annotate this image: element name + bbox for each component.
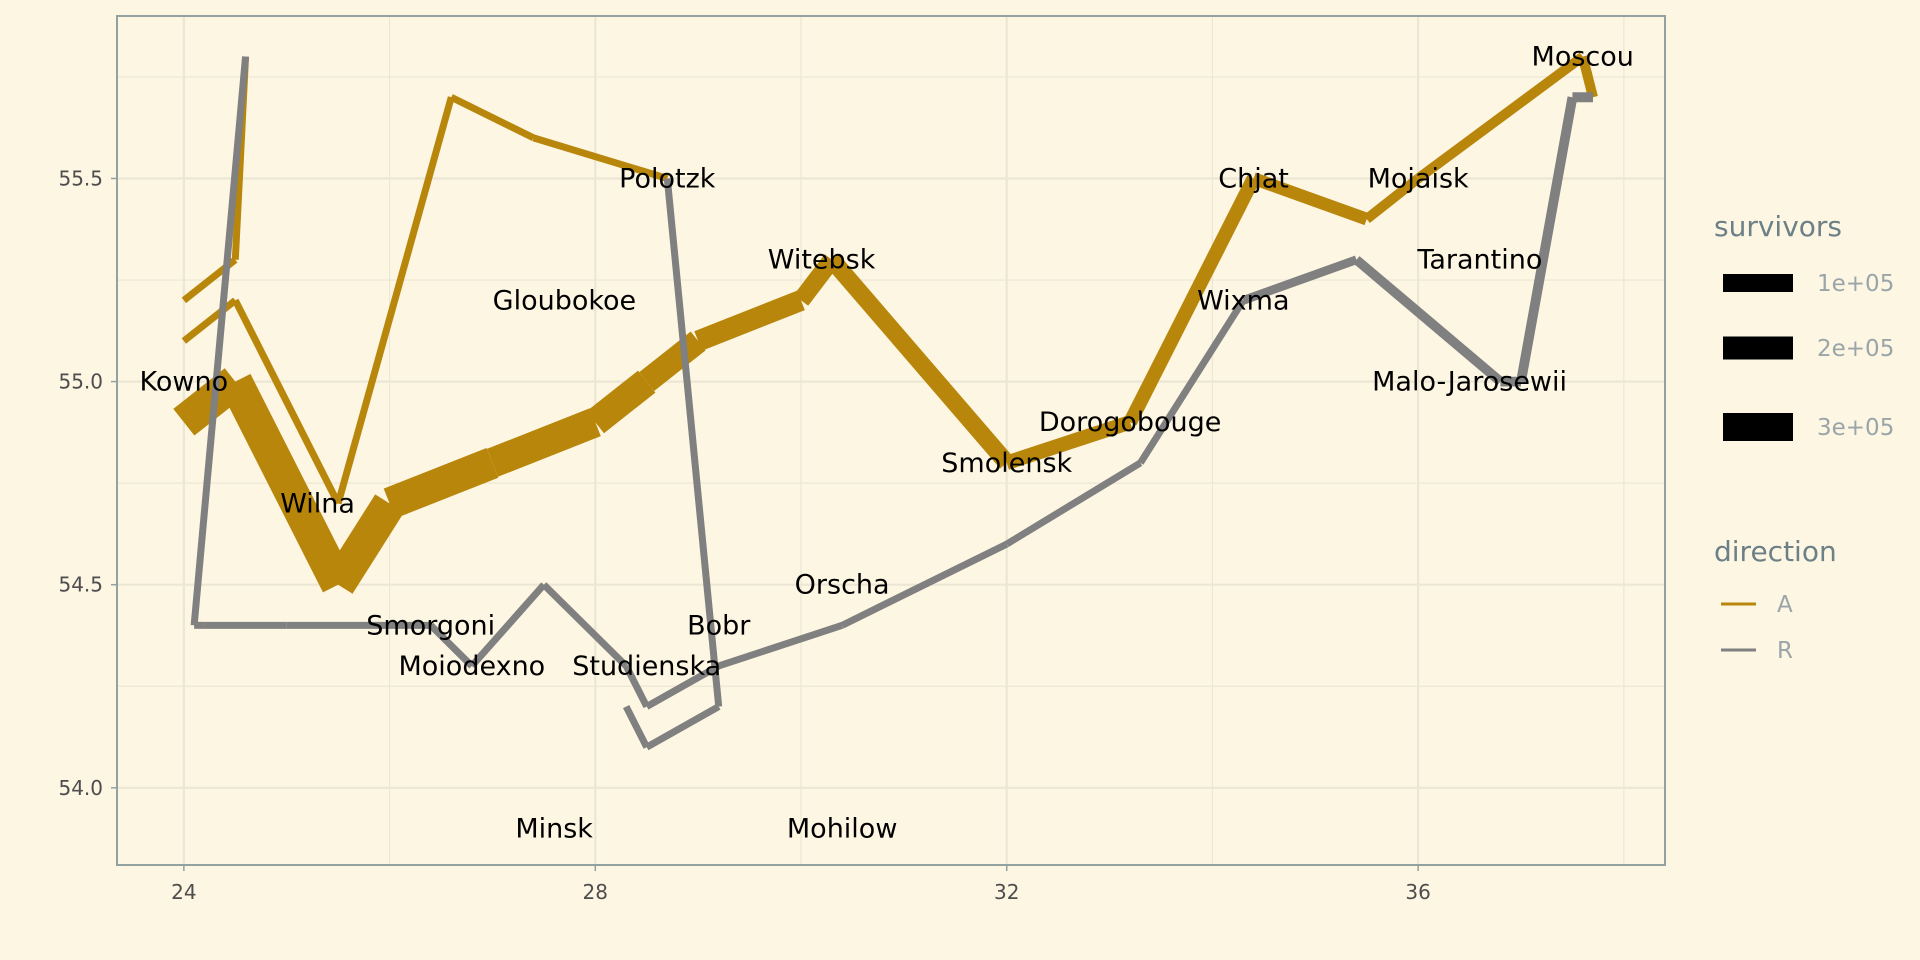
- city-label: Dorogobouge: [1039, 407, 1222, 438]
- path-segment-A: [220, 373, 354, 593]
- city-label: Witebsk: [768, 245, 876, 276]
- plot-border: [116, 15, 1666, 866]
- city-label: Bobr: [687, 610, 751, 641]
- x-tick-label: 24: [171, 880, 196, 904]
- path-segment-A: [334, 96, 455, 505]
- legend-survivors-key: [1723, 336, 1793, 360]
- y-tick-label: 55.0: [58, 370, 103, 394]
- path-segment-R: [541, 582, 629, 669]
- city-label: Smolensk: [941, 448, 1072, 479]
- path-segment-A: [639, 331, 706, 392]
- city-label: Mojaisk: [1368, 163, 1469, 194]
- legend-survivors-key: [1723, 274, 1793, 292]
- x-tick-label: 36: [1405, 880, 1430, 904]
- path-segment-A: [449, 94, 536, 142]
- legend-title-survivors: survivors: [1714, 210, 1842, 243]
- path-segment-A: [586, 370, 656, 434]
- path-segment-R: [1004, 459, 1143, 548]
- legend-survivors-label: 2e+05: [1817, 336, 1894, 362]
- city-label: Mohilow: [787, 813, 898, 844]
- path-segment-A: [383, 447, 499, 519]
- legend-direction-label: R: [1777, 638, 1793, 664]
- path-segment-R: [644, 703, 721, 751]
- legend-direction-label: A: [1777, 592, 1793, 618]
- city-label: Tarantino: [1416, 245, 1542, 276]
- legend-survivors-label: 3e+05: [1817, 415, 1894, 441]
- city-label: Wilna: [280, 488, 355, 519]
- path-segment-A: [1123, 175, 1260, 426]
- city-label: Moscou: [1532, 42, 1634, 73]
- city-label: Orscha: [795, 570, 890, 601]
- path-segment-A: [1251, 172, 1369, 226]
- city-labels: Kowno Wilna Smorgoni Moiodexno Gloubokoe Mins…: [140, 42, 1634, 845]
- path-segment-A: [232, 298, 342, 506]
- path-segment-A: [825, 254, 1014, 469]
- path-segment-R: [717, 622, 844, 670]
- x-tick-label: 28: [583, 880, 608, 904]
- path-segment-A: [1363, 174, 1422, 224]
- path-segment-A: [1577, 55, 1598, 99]
- legend-survivors-key: [1723, 413, 1793, 441]
- city-label: Malo-Jarosewii: [1372, 367, 1567, 398]
- city-label: Gloubokoe: [493, 285, 637, 316]
- y-tick-label: 54.0: [58, 776, 103, 800]
- path-segment-R: [1137, 298, 1247, 465]
- city-label: Wixma: [1197, 285, 1289, 316]
- path-segment-R: [623, 704, 650, 749]
- path-segment-A: [1004, 415, 1133, 470]
- city-label: Moiodexno: [398, 651, 545, 682]
- legend-title-direction: direction: [1714, 535, 1837, 568]
- y-tick-label: 54.5: [58, 573, 103, 597]
- axes: 24 28 32 36 54.0 54.5 55.0 55.5: [58, 15, 1666, 904]
- path-segment-A: [1415, 52, 1586, 183]
- path-segment-R: [469, 582, 547, 669]
- path-segment-R: [623, 664, 650, 709]
- path-segment-A: [486, 408, 601, 477]
- city-label: Chjat: [1218, 163, 1289, 194]
- path-segment-R: [840, 540, 1009, 629]
- path-segment-R: [1516, 96, 1578, 383]
- path-segment-R: [1353, 256, 1504, 386]
- y-tick-label: 55.5: [58, 166, 103, 190]
- path-segment-R: [663, 178, 723, 707]
- legend: survivors 1e+05 2e+05 3e+05 direction AR: [1714, 210, 1894, 664]
- path-segment-A: [181, 297, 238, 344]
- legend-survivors-label: 1e+05: [1817, 271, 1894, 297]
- path-segment-A: [323, 494, 404, 594]
- path-segment-A: [694, 290, 805, 351]
- path-segment-R: [428, 622, 475, 669]
- x-tick-label: 32: [994, 880, 1019, 904]
- path-segments: [173, 52, 1598, 751]
- path-segment-R: [1241, 255, 1358, 305]
- path-segment-R: [190, 56, 250, 626]
- city-label: Smorgoni: [366, 610, 495, 641]
- city-label: Minsk: [515, 813, 593, 844]
- city-label: Kowno: [140, 367, 229, 398]
- city-label: Studienska: [572, 651, 721, 682]
- path-segment-R: [644, 662, 721, 710]
- grid: [117, 16, 1665, 865]
- path-segment-A: [532, 134, 669, 182]
- city-label: Polotzk: [619, 163, 716, 194]
